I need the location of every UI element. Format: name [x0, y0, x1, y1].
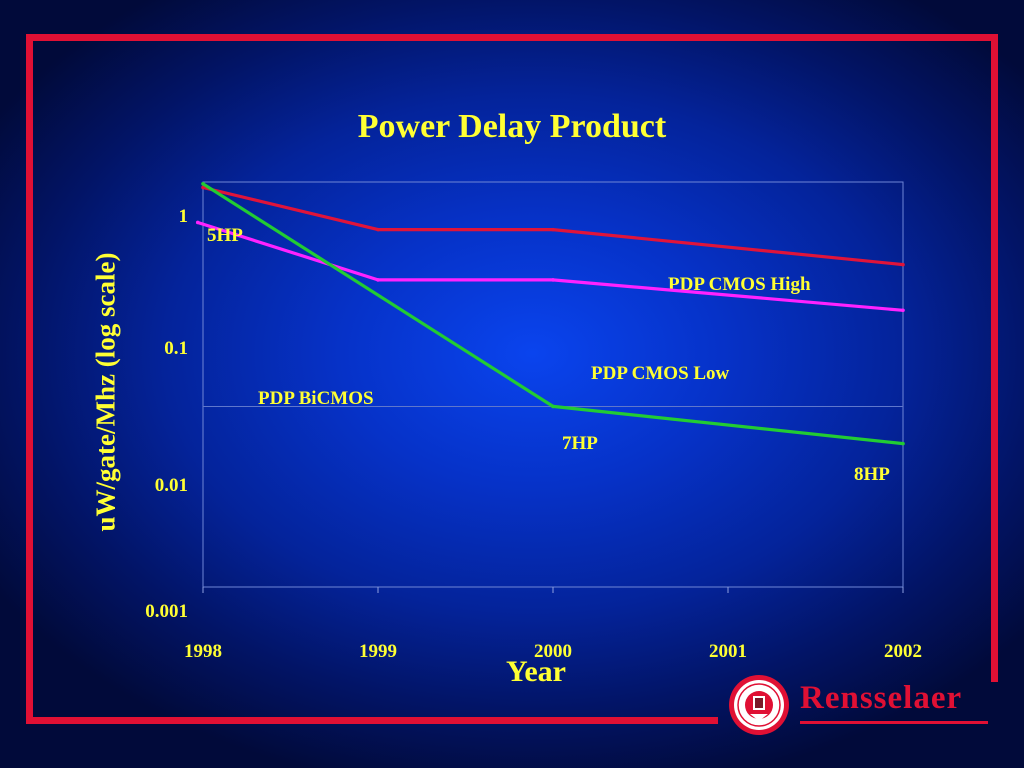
data-point-pdp-cmos-low-2	[551, 278, 555, 282]
series-line-pdp-cmos-low	[197, 220, 904, 312]
chart-title: Power Delay Product	[357, 108, 667, 145]
annotation-7hp: 7HP	[562, 433, 598, 454]
y-tick-label-0.1: 0.1	[164, 338, 188, 359]
frame-bottom	[26, 717, 718, 724]
x-tick-label-2001: 2001	[709, 641, 747, 662]
x-tick-label-2000: 2000	[534, 641, 572, 662]
brand-underline	[800, 721, 988, 724]
y-tick-label-0.01: 0.01	[155, 475, 188, 496]
x-tick-label-1999: 1999	[359, 641, 397, 662]
frame-top	[26, 34, 998, 41]
frame-right	[991, 34, 998, 682]
x-tick-label-1998: 1998	[184, 641, 222, 662]
plot-area	[202, 181, 904, 588]
y-axis-label: uW/gate/Mhz (log scale)	[90, 252, 121, 532]
data-point-pdp-cmos-low-3	[901, 308, 905, 313]
data-point-pdp-cmos-low-1	[376, 278, 380, 282]
x-axis-label: Year	[506, 655, 566, 688]
annotation-5hp: 5HP	[207, 225, 243, 246]
series-label-pdp-cmos-low: PDP CMOS Low	[591, 363, 730, 384]
data-point-pdp-cmos-high-2	[551, 227, 555, 232]
rensselaer-seal-icon	[729, 675, 789, 735]
annotation-8hp: 8HP	[854, 464, 890, 485]
series-line-pdp-cmos-high	[202, 185, 904, 267]
data-point-pdp-cmos-high-0	[201, 185, 205, 190]
data-point-pdp-bicmos-0	[201, 181, 205, 186]
series-label-pdp-bicmos: PDP BiCMOS	[258, 388, 374, 409]
y-tick-label-0.001: 0.001	[145, 601, 188, 622]
data-point-pdp-bicmos-1	[551, 404, 555, 409]
series-label-pdp-cmos-high: PDP CMOS High	[668, 274, 811, 295]
data-point-pdp-cmos-high-1	[376, 227, 380, 232]
data-point-pdp-bicmos-2	[901, 441, 905, 446]
data-point-pdp-cmos-high-3	[901, 262, 905, 267]
data-point-pdp-cmos-low-0	[195, 220, 200, 225]
brand-name: Rensselaer	[800, 680, 963, 716]
x-tick-label-2002: 2002	[884, 641, 922, 662]
frame-left	[26, 34, 33, 724]
y-tick-label-1: 1	[179, 206, 189, 227]
